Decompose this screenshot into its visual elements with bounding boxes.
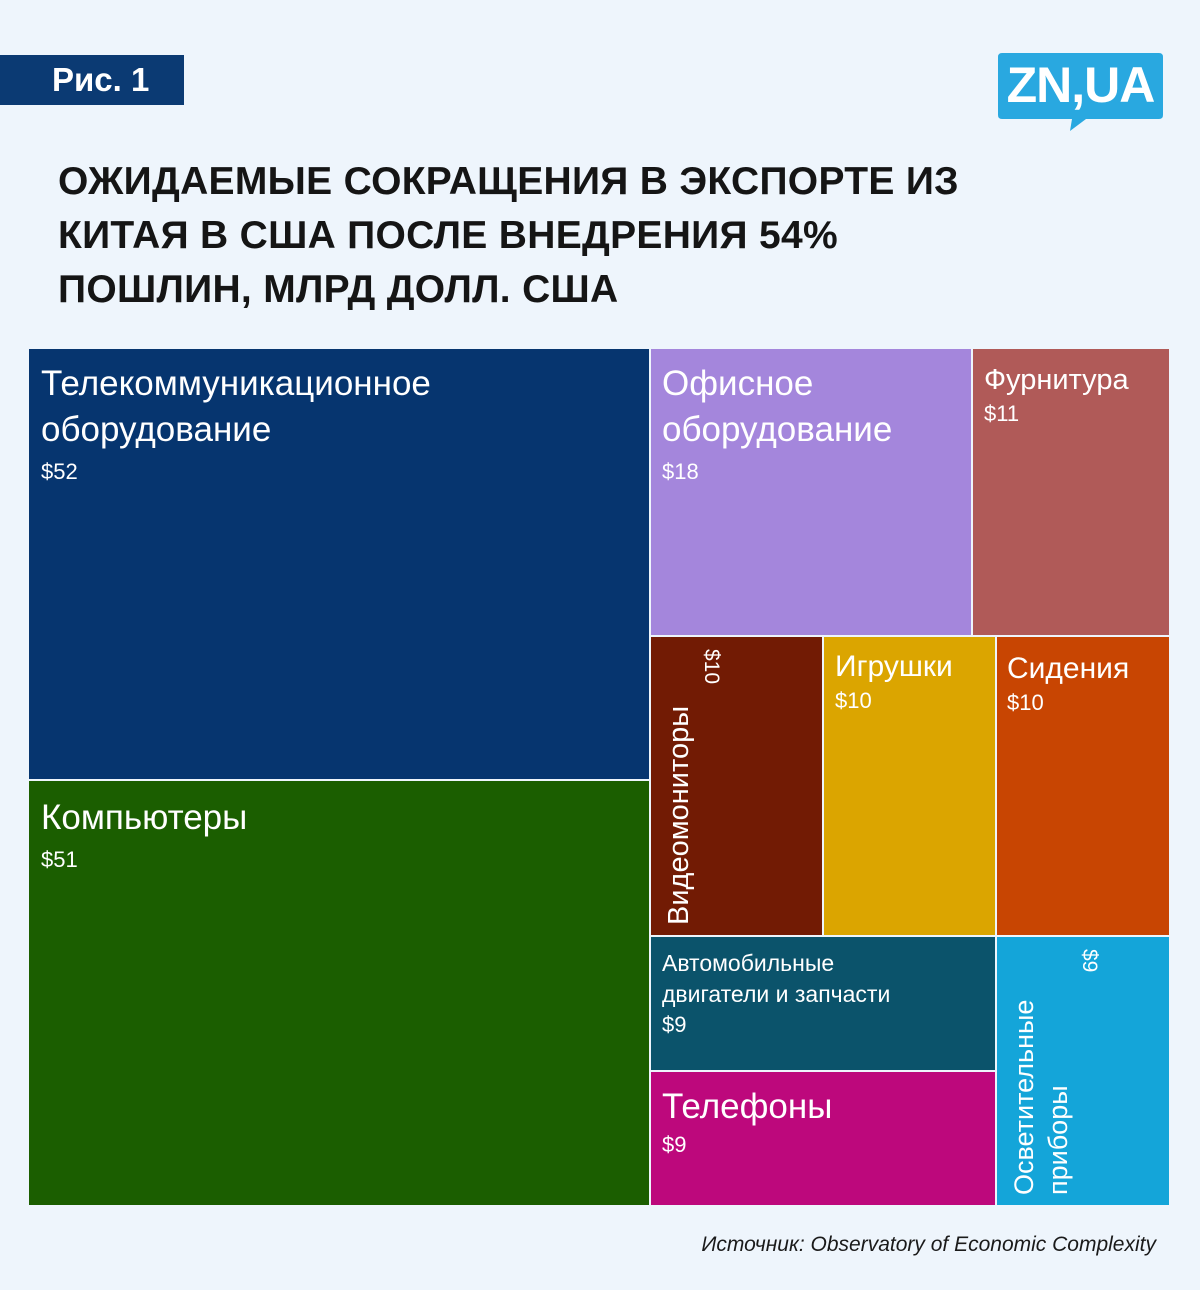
tile-label: Сидения [1007, 652, 1130, 685]
zn-ua-logo: ZN,UA [998, 53, 1163, 131]
tile-label: Компьютеры [41, 798, 248, 837]
logo-text: ZN,UA [1006, 57, 1156, 113]
tile-value: $11 [984, 401, 1020, 426]
treemap-tile: Видеомониторы $10 [650, 636, 823, 936]
figure-badge: Рис. 1 [0, 55, 184, 105]
tile-value: $9 [662, 1012, 687, 1037]
chart-title: ОЖИДАЕМЫЕ СОКРАЩЕНИЯ В ЭКСПОРТЕ ИЗ КИТАЯ… [58, 155, 1058, 317]
tile-label: Фурнитура [984, 364, 1129, 396]
tile-value: $9 [662, 1132, 687, 1157]
tile-value: $10 [1007, 690, 1044, 715]
tile-label: Телефоны [662, 1087, 833, 1126]
treemap-chart: Телекоммуникационное оборудование $52 Комп… [28, 348, 1170, 1206]
tile-vertical-label-group: Осветительные приборы [1007, 949, 1075, 1195]
title-line: КИТАЯ В США ПОСЛЕ ВНЕДРЕНИЯ 54% [58, 214, 838, 257]
tile-vertical-label-group: Видеомониторы [661, 649, 697, 925]
tile-value: $51 [41, 847, 78, 872]
treemap-tile: Компьютеры $51 [28, 780, 650, 1206]
treemap-tile: Автомобильные двигатели и запчасти $9 [650, 936, 996, 1071]
tile-label: Офисное оборудование [662, 364, 893, 449]
treemap-tile: Игрушки $10 [823, 636, 996, 936]
title-line: ОЖИДАЕМЫЕ СОКРАЩЕНИЯ В ЭКСПОРТЕ ИЗ [58, 160, 959, 203]
tile-label: Осветительные приборы [1009, 999, 1073, 1195]
tile-value: $9 [1078, 949, 1101, 973]
treemap-tile: Телекоммуникационное оборудование $52 [28, 348, 650, 780]
tile-value: $52 [41, 459, 78, 484]
tile-label: Автомобильные двигатели и запчасти [662, 950, 891, 1007]
tile-value: $18 [662, 459, 699, 484]
tile-label: Игрушки [835, 650, 953, 683]
logo-speech-bubble-icon [998, 53, 1163, 131]
tile-value: $10 [700, 649, 723, 685]
treemap-tile: Осветительные приборы $9 [996, 936, 1170, 1206]
tile-label: Телекоммуникационное оборудование [41, 364, 431, 449]
treemap-tile: Телефоны $9 [650, 1071, 996, 1206]
title-line: ПОШЛИН, МЛРД ДОЛЛ. США [58, 268, 619, 311]
source-note: Источник: Observatory of Economic Comple… [701, 1233, 1156, 1256]
treemap-tile: Офисное оборудование $18 [650, 348, 972, 636]
treemap-tile: Фурнитура $11 [972, 348, 1170, 636]
treemap-tile: Сидения $10 [996, 636, 1170, 936]
tile-value: $10 [835, 688, 872, 713]
tile-label: Видеомониторы [663, 705, 695, 925]
